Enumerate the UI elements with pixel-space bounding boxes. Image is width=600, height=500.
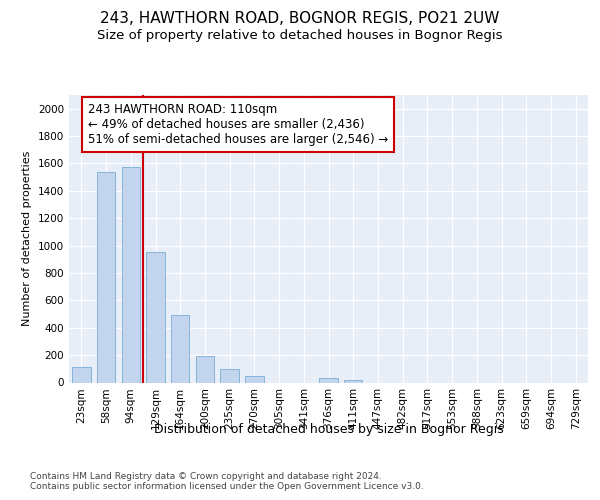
Bar (196, 356, 214, 382)
Bar (344, 380, 362, 382)
Bar (146, 252, 165, 382)
Y-axis label: Number of detached properties: Number of detached properties (22, 151, 32, 326)
Bar (122, 167, 140, 382)
Text: Contains HM Land Registry data © Crown copyright and database right 2024.: Contains HM Land Registry data © Crown c… (30, 472, 382, 481)
Bar (220, 370, 239, 382)
Bar (319, 378, 338, 382)
Bar (97, 172, 115, 382)
Bar (171, 316, 190, 382)
Bar (245, 376, 263, 382)
Text: Distribution of detached houses by size in Bognor Regis: Distribution of detached houses by size … (154, 422, 503, 436)
Text: 243, HAWTHORN ROAD, BOGNOR REGIS, PO21 2UW: 243, HAWTHORN ROAD, BOGNOR REGIS, PO21 2… (100, 11, 500, 26)
Text: 243 HAWTHORN ROAD: 110sqm
← 49% of detached houses are smaller (2,436)
51% of se: 243 HAWTHORN ROAD: 110sqm ← 49% of detac… (88, 103, 389, 146)
Text: Contains public sector information licensed under the Open Government Licence v3: Contains public sector information licen… (30, 482, 424, 491)
Bar (72, 368, 91, 382)
Text: Size of property relative to detached houses in Bognor Regis: Size of property relative to detached ho… (97, 29, 503, 42)
